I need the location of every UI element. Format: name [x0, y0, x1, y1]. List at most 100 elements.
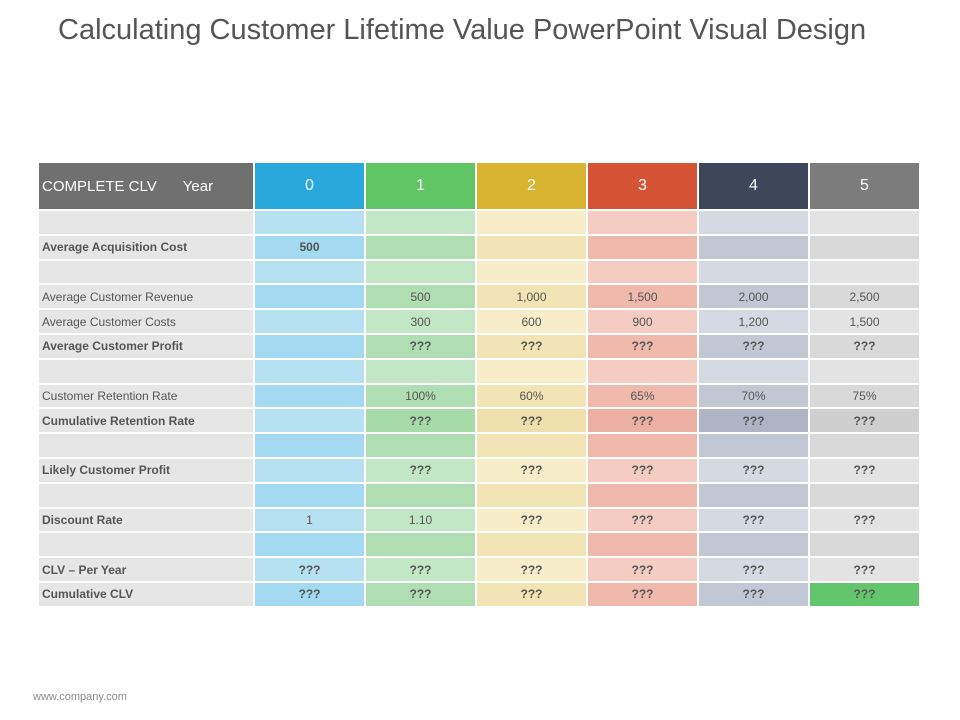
- table-cell: [588, 260, 697, 284]
- row-label: Cumulative Retention Rate: [39, 409, 253, 433]
- year-header-5: 5: [810, 163, 919, 209]
- table-cell: ???: [588, 409, 697, 433]
- table-cell: [477, 235, 586, 259]
- table-row: Likely Customer Profit???????????????: [39, 458, 919, 482]
- table-row: [39, 260, 919, 284]
- row-label: Cumulative CLV: [39, 582, 253, 606]
- table-cell: ???: [810, 334, 919, 358]
- table-cell: 60%: [477, 384, 586, 408]
- table-cell: [810, 235, 919, 259]
- table-cell: [810, 533, 919, 557]
- table-row: Customer Retention Rate 100% 60% 65% 70% 75%: [39, 384, 919, 408]
- table-cell: [366, 235, 475, 259]
- table-cell: [366, 483, 475, 507]
- row-label: [39, 533, 253, 557]
- table-cell: ???: [810, 558, 919, 581]
- row-label: [39, 211, 253, 234]
- table-cell: ???: [366, 582, 475, 606]
- table-cell: ???: [699, 558, 808, 581]
- row-label: Likely Customer Profit: [39, 458, 253, 482]
- table-cell: [255, 359, 364, 383]
- table-cell: [699, 434, 808, 457]
- table-cell: ???: [588, 582, 697, 606]
- row-label: Average Customer Revenue: [39, 285, 253, 309]
- table-row: [39, 533, 919, 557]
- year-header-1: 1: [366, 163, 475, 209]
- table-row: Average Customer Costs 300 600 900 1,200 1,50…: [39, 310, 919, 333]
- table-cell: 900: [588, 310, 697, 333]
- table-cell: 100%: [366, 384, 475, 408]
- table-cell: ???: [255, 558, 364, 581]
- table-row: [39, 434, 919, 457]
- table-cell: [255, 458, 364, 482]
- clv-table: COMPLETE CLV Year 0 1 2 3 4 5 Average Acq…: [37, 161, 921, 608]
- table-cell: [588, 211, 697, 234]
- table-cell: ???: [810, 409, 919, 433]
- table-cell: [255, 384, 364, 408]
- table-cell: 1.10: [366, 508, 475, 532]
- table-cell: ???: [588, 558, 697, 581]
- table-row: Discount Rate 1 1.10????????????: [39, 508, 919, 532]
- table-cell: 1,500: [588, 285, 697, 309]
- table-cell: [366, 533, 475, 557]
- row-label: Average Customer Profit: [39, 334, 253, 358]
- table-cell: ???: [699, 508, 808, 532]
- table-cell: [699, 235, 808, 259]
- year-label: Year: [182, 177, 214, 195]
- table-cell: [255, 483, 364, 507]
- table-cell: ???: [477, 409, 586, 433]
- table-cell: ???: [699, 409, 808, 433]
- table-cell: 70%: [699, 384, 808, 408]
- table-cell: 300: [366, 310, 475, 333]
- table-cell: 600: [477, 310, 586, 333]
- table-cell: [810, 359, 919, 383]
- year-header-3: 3: [588, 163, 697, 209]
- table-cell: ???: [366, 558, 475, 581]
- table-cell: [588, 434, 697, 457]
- table-row: Cumulative CLV??????????????????: [39, 582, 919, 606]
- table-cell: [699, 260, 808, 284]
- table-row: Average Acquisition Cost 500: [39, 235, 919, 259]
- table-cell: [477, 260, 586, 284]
- table-cell: 1,000: [477, 285, 586, 309]
- table-cell: [699, 483, 808, 507]
- table-cell: ???: [477, 508, 586, 532]
- table-cell: [366, 359, 475, 383]
- row-label: [39, 260, 253, 284]
- table-row: CLV – Per Year??????????????????: [39, 558, 919, 581]
- footer-url: www.company.com: [33, 691, 127, 703]
- header-row: COMPLETE CLV Year 0 1 2 3 4 5: [39, 163, 919, 209]
- table-cell: 500: [366, 285, 475, 309]
- table-cell: ???: [588, 508, 697, 532]
- table-cell: [699, 359, 808, 383]
- table-cell: [255, 533, 364, 557]
- complete-clv-label: COMPLETE CLV: [42, 177, 157, 195]
- table-cell: 75%: [810, 384, 919, 408]
- table-cell: ???: [588, 458, 697, 482]
- year-header-2: 2: [477, 163, 586, 209]
- row-label: Average Acquisition Cost: [39, 235, 253, 259]
- slide-title: Calculating Customer Lifetime Value Powe…: [58, 14, 867, 46]
- table-cell: ???: [255, 582, 364, 606]
- row-label: CLV – Per Year: [39, 558, 253, 581]
- table-cell: 500: [255, 235, 364, 259]
- table-cell: ???: [699, 582, 808, 606]
- table-cell: [477, 211, 586, 234]
- table-cell: [255, 409, 364, 433]
- table-cell: 65%: [588, 384, 697, 408]
- table-cell: [255, 285, 364, 309]
- year-header-0: 0: [255, 163, 364, 209]
- table-row: Average Customer Profit???????????????: [39, 334, 919, 358]
- row-label: Customer Retention Rate: [39, 384, 253, 408]
- row-label: [39, 434, 253, 457]
- table-cell: 1,500: [810, 310, 919, 333]
- table-row: Cumulative Retention Rate???????????????: [39, 409, 919, 433]
- table-cell: ???: [810, 508, 919, 532]
- table-cell: [810, 434, 919, 457]
- table-cell: ???: [477, 582, 586, 606]
- table-cell: [699, 211, 808, 234]
- table-cell: ???: [810, 458, 919, 482]
- table-cell: ???: [699, 334, 808, 358]
- table-cell: [699, 533, 808, 557]
- table-cell: [255, 310, 364, 333]
